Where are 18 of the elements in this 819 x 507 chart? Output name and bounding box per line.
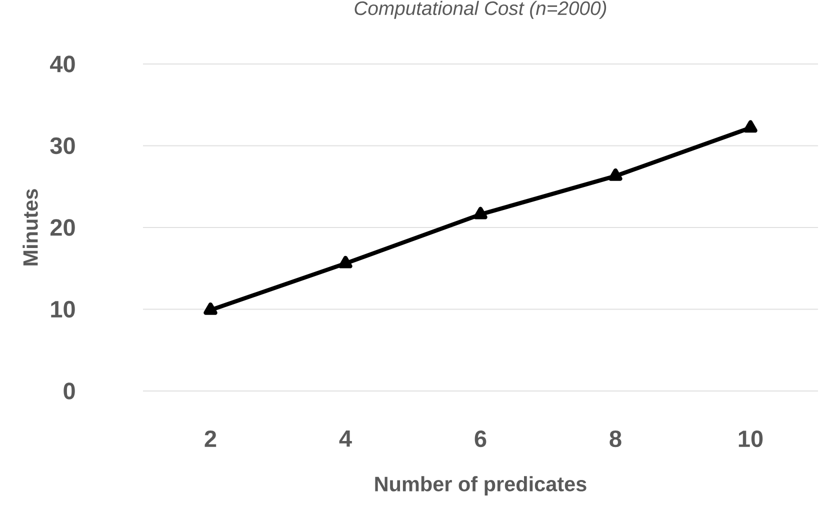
y-tick-label: 10 <box>51 300 75 318</box>
x-tick-label: 8 <box>610 430 622 448</box>
y-tick-label: 30 <box>50 137 75 154</box>
y-tick-label: 0 <box>64 382 75 400</box>
chart-title: Computational Cost (n=2000) <box>354 0 606 19</box>
y-tick-label: 40 <box>50 56 75 72</box>
point <box>744 120 758 133</box>
x-tick-label: 2 <box>204 430 216 447</box>
y-tick-label: 20 <box>50 219 75 236</box>
x-tick-label: 4 <box>339 430 352 447</box>
point <box>474 206 488 220</box>
x-tick-label: 6 <box>474 430 486 448</box>
x-tick-label: 10 <box>738 430 763 448</box>
point <box>204 302 218 315</box>
y-axis-title: Minutes <box>22 189 38 266</box>
x-axis-title: Number of predicates <box>375 476 586 496</box>
point <box>338 256 352 268</box>
point <box>608 168 622 181</box>
